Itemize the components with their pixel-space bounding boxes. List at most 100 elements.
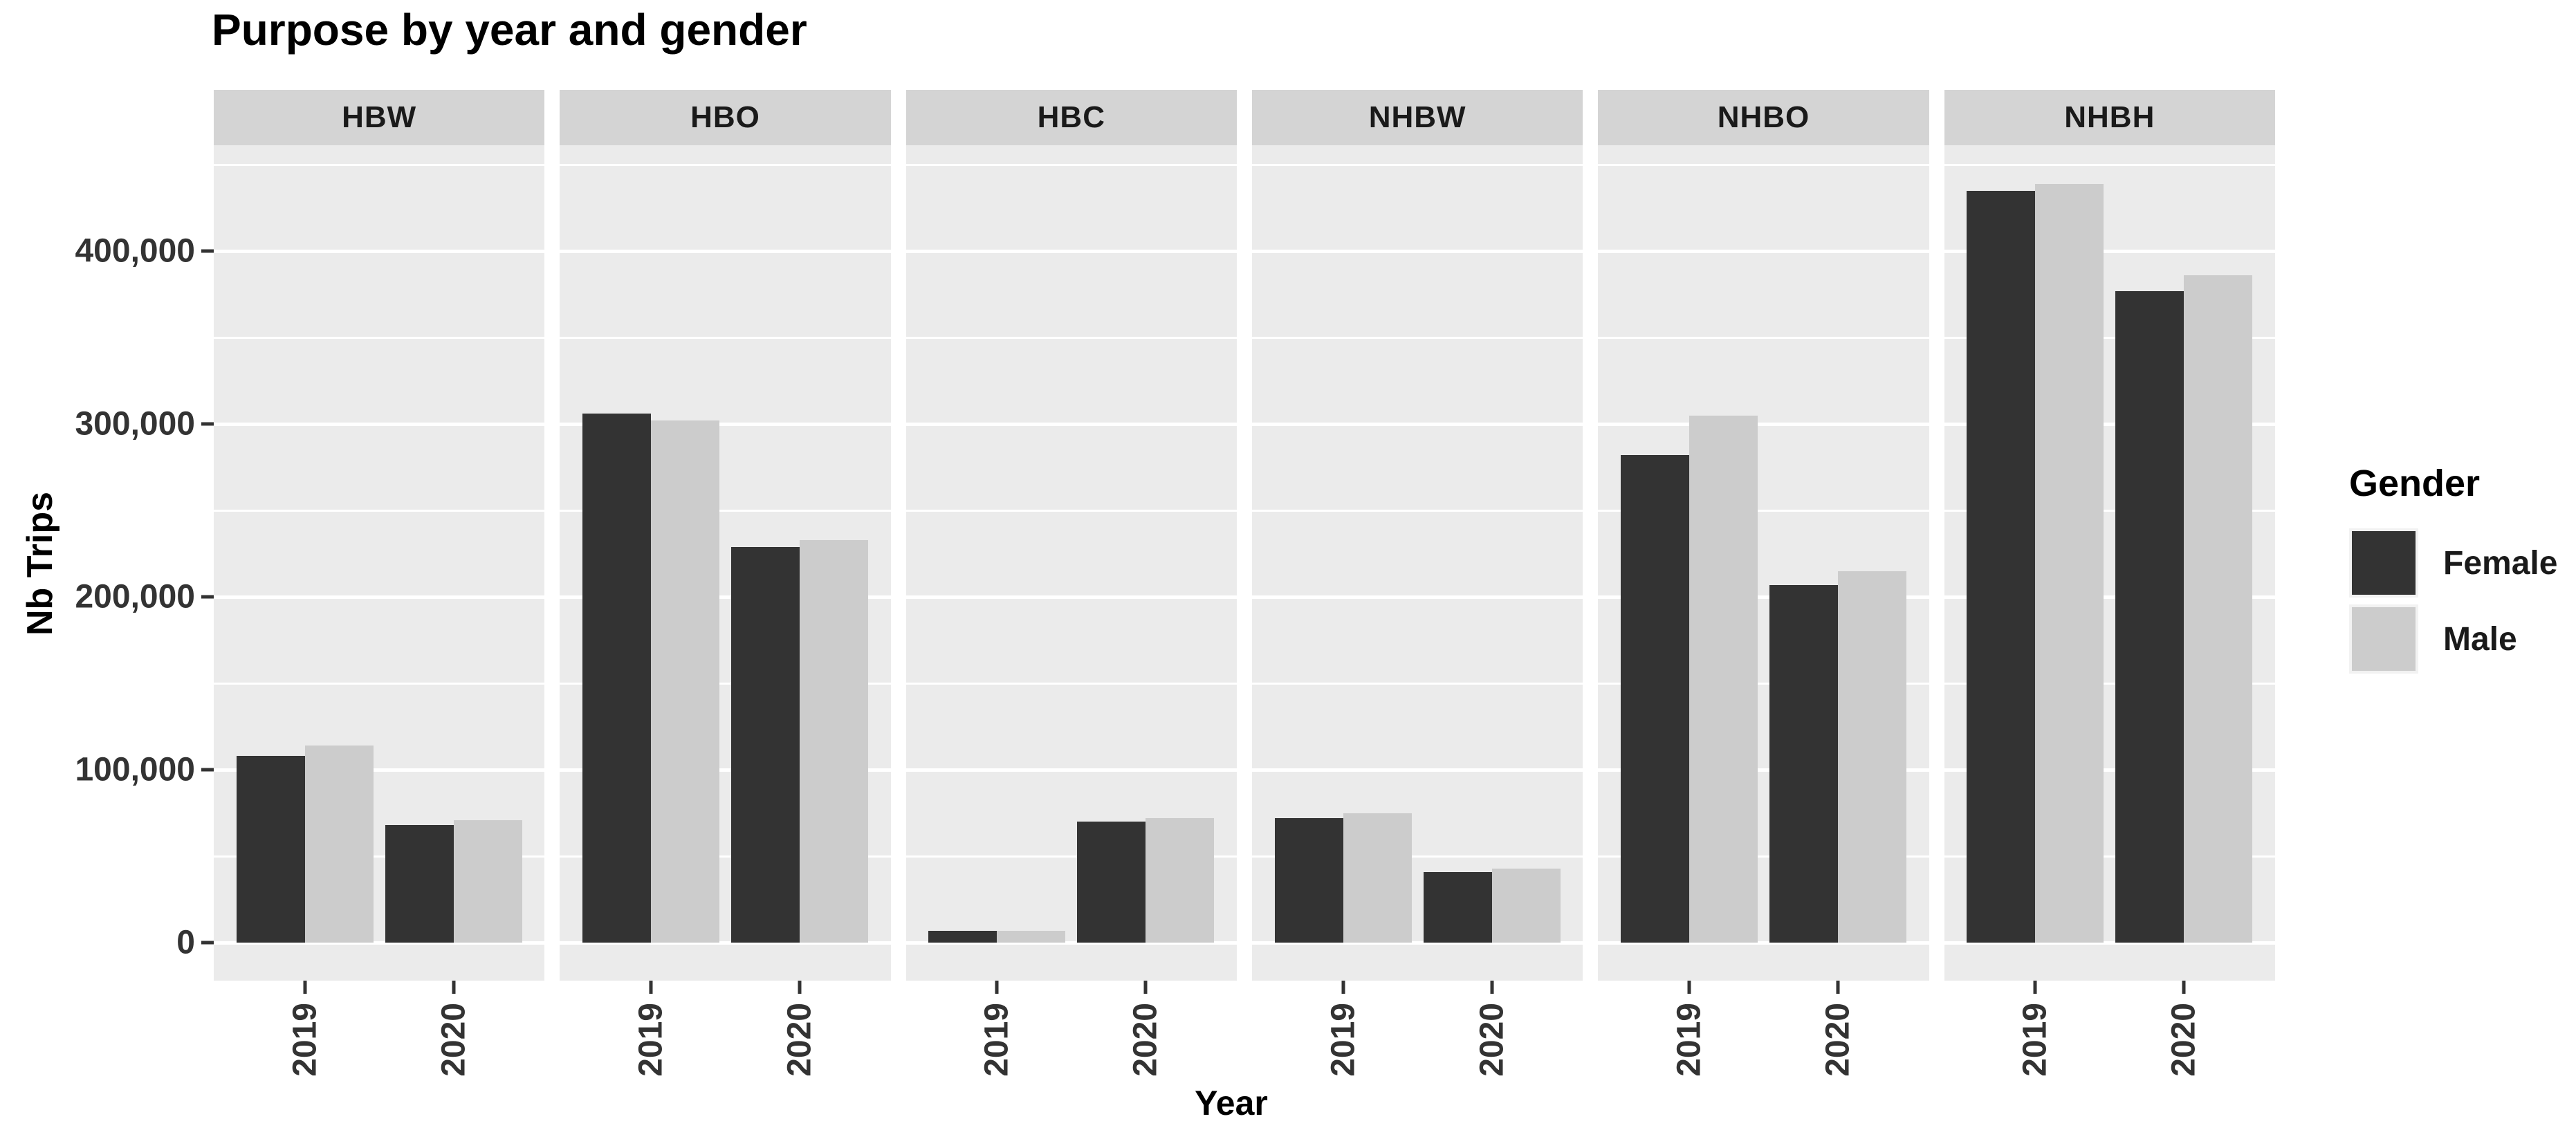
x-axis-tick-label: 2020 [781,1003,818,1077]
minor-gridline [1598,509,1929,512]
major-gridline [1944,768,2275,772]
major-gridline [1598,595,1929,599]
y-axis-tick-label: 200,000 [75,578,195,615]
bar-female-2020 [731,546,800,943]
legend-key-background [2349,604,2418,674]
bar-male-2019 [1343,813,1412,943]
x-axis: 2019 2020 [1944,981,2275,1105]
legend-label-female: Female [2443,544,2558,582]
facet-strip-label: HBO [690,100,760,134]
legend-label-male: Male [2443,620,2517,658]
major-gridline [1944,941,2275,945]
minor-gridline [560,509,891,512]
facet-nhbh: NHBH 2019 2020 [1944,90,2275,1105]
bar-male-2019 [997,930,1066,943]
minor-gridline [1251,682,1583,685]
x-axis-tick-mark [1490,981,1494,994]
facet-strip: NHBH [1944,90,2275,145]
major-gridline [560,595,891,599]
minor-gridline [905,336,1237,339]
major-gridline [1251,595,1583,599]
major-gridline [1598,941,1929,945]
minor-gridline [1251,509,1583,512]
bar-female-2020 [1423,871,1492,943]
y-axis-tick-mark [201,422,214,426]
major-gridline [905,595,1237,599]
bar-female-2020 [1769,584,1839,943]
x-axis: 2019 2020 [1252,981,1583,1105]
legend-key-male: Male [2349,604,2557,674]
bar-male-2020 [1838,571,1907,943]
x-axis-tick-mark [1687,981,1691,994]
bar-male-2020 [453,820,522,943]
major-gridline [905,249,1237,253]
major-gridline [214,768,545,772]
legend-title: Gender [2349,463,2481,504]
facet-hbw: HBW 2019 2020 [214,90,545,1105]
minor-gridline [560,682,891,685]
x-axis-tick-label: 2020 [1819,1003,1857,1077]
facet-strip: NHBW [1251,90,1583,145]
bar-female-2019 [1274,818,1343,943]
plot-panel [214,145,545,981]
x-axis: 2019 2020 [906,981,1237,1105]
bar-female-2020 [385,825,454,943]
y-axis-tick-mark [201,768,214,772]
minor-gridline [1251,163,1583,166]
x-axis-tick-label: 2019 [1671,1003,1708,1077]
chart-title: Purpose by year and gender [212,5,807,55]
x-axis-tick-mark [649,981,653,994]
x-axis: 2019 2020 [560,981,890,1105]
minor-gridline [1944,336,2275,339]
facet-nhbw: NHBW 2019 2020 [1251,90,1583,1105]
facet-hbc: HBC 2019 2020 [905,90,1237,1105]
x-axis-tick-mark [1341,981,1345,994]
minor-gridline [905,682,1237,685]
bar-female-2019 [1967,190,2036,943]
minor-gridline [1598,682,1929,685]
minor-gridline [1944,855,2275,858]
minor-gridline [214,855,545,858]
bar-female-2019 [236,756,305,943]
minor-gridline [560,855,891,858]
bar-male-2020 [1146,818,1215,943]
bar-male-2020 [1491,868,1561,943]
x-axis-title: Year [1195,1084,1268,1122]
bar-female-2019 [1620,455,1689,943]
minor-gridline [1251,336,1583,339]
facet-nhbo: NHBO 2019 2020 [1598,90,1929,1105]
major-gridline [1251,941,1583,945]
x-axis-tick-label: 2019 [632,1003,670,1077]
y-axis-tick-label: 400,000 [75,232,195,270]
facet-strip: HBO [560,90,891,145]
facet-strip-label: NHBW [1368,100,1466,134]
major-gridline [214,249,545,253]
x-axis: 2019 2020 [1598,981,1929,1105]
facet-strip-label: NHBH [2064,100,2155,134]
major-gridline [560,941,891,945]
x-axis-tick-label: 2019 [1325,1003,1362,1077]
bar-male-2020 [800,539,869,943]
facet-strip-label: HBW [342,100,417,134]
legend-key-background [2349,528,2418,598]
x-axis-tick-label: 2020 [1473,1003,1511,1077]
male-swatch-icon [2352,607,2416,671]
plot-panel [1598,145,1929,981]
major-gridline [560,249,891,253]
female-swatch-icon [2352,531,2416,595]
major-gridline [1944,249,2275,253]
x-axis-tick-mark [995,981,999,994]
bar-male-2019 [1689,415,1758,943]
minor-gridline [905,163,1237,166]
minor-gridline [1598,163,1929,166]
bar-male-2019 [304,746,374,943]
y-axis-tick-mark [201,249,214,253]
y-axis-tick-mark [201,595,214,599]
x-axis-tick-mark [798,981,802,994]
plot-panel [905,145,1237,981]
major-gridline [214,941,545,945]
major-gridline [214,422,545,426]
facet-panels: HBW 2019 2020 HBO 2019 2020 HBC 2019 2020 NHBW 201… [214,90,2275,1105]
facet-strip: HBC [905,90,1237,145]
